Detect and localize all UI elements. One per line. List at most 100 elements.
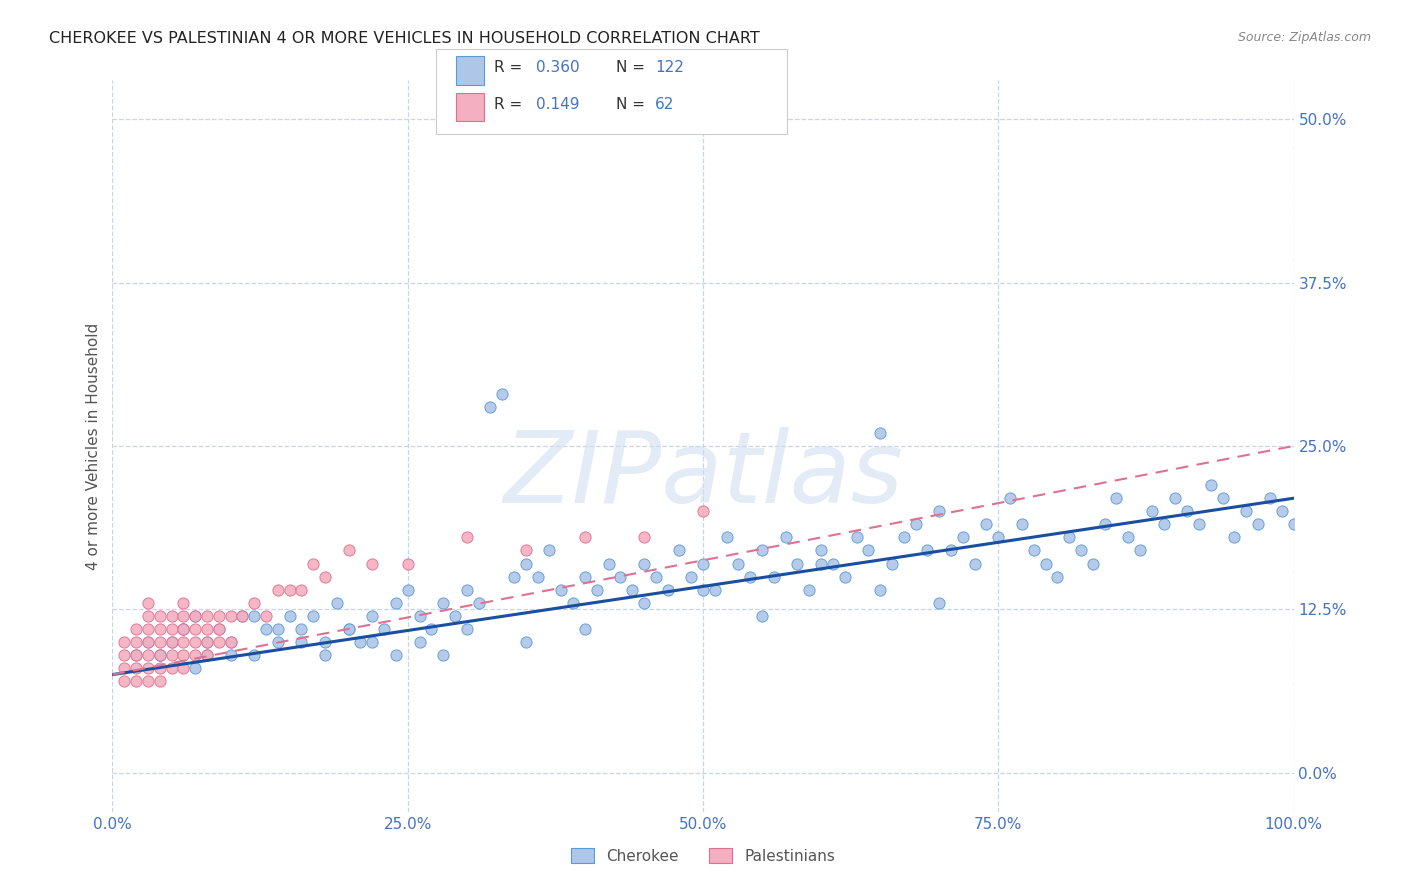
Point — [751, 608, 773, 623]
Point — [326, 596, 349, 610]
Point — [479, 400, 502, 414]
Point — [1175, 504, 1198, 518]
Point — [1188, 517, 1211, 532]
Point — [267, 635, 290, 649]
Point — [668, 543, 690, 558]
Point — [243, 596, 266, 610]
Point — [302, 608, 325, 623]
Point — [538, 543, 561, 558]
Point — [172, 608, 194, 623]
Point — [112, 661, 135, 675]
Text: 122: 122 — [655, 61, 685, 75]
Point — [290, 582, 312, 597]
Point — [952, 530, 974, 544]
Point — [1282, 517, 1305, 532]
Point — [420, 622, 443, 636]
Text: Source: ZipAtlas.com: Source: ZipAtlas.com — [1237, 31, 1371, 45]
Point — [1164, 491, 1187, 506]
Point — [219, 648, 242, 662]
Point — [456, 582, 478, 597]
Point — [1081, 557, 1104, 571]
Point — [195, 622, 218, 636]
Point — [681, 569, 703, 583]
Point — [987, 530, 1010, 544]
Point — [858, 543, 880, 558]
Point — [149, 648, 172, 662]
Point — [267, 582, 290, 597]
Text: R =: R = — [494, 61, 527, 75]
Text: 0.149: 0.149 — [536, 96, 579, 112]
Point — [692, 582, 714, 597]
Point — [149, 648, 172, 662]
Point — [278, 608, 301, 623]
Point — [444, 608, 467, 623]
Point — [692, 557, 714, 571]
Point — [361, 608, 384, 623]
Point — [136, 635, 159, 649]
Point — [136, 635, 159, 649]
Point — [208, 635, 231, 649]
Point — [337, 622, 360, 636]
Point — [184, 608, 207, 623]
Point — [893, 530, 915, 544]
Point — [869, 582, 891, 597]
Point — [172, 635, 194, 649]
Point — [172, 622, 194, 636]
Point — [574, 530, 596, 544]
Point — [408, 635, 430, 649]
Point — [1046, 569, 1069, 583]
Point — [762, 569, 785, 583]
Point — [125, 648, 148, 662]
Point — [149, 648, 172, 662]
Point — [172, 622, 194, 636]
Text: 0.360: 0.360 — [536, 61, 579, 75]
Point — [1129, 543, 1152, 558]
Point — [136, 674, 159, 689]
Point — [976, 517, 998, 532]
Point — [195, 648, 218, 662]
Point — [302, 557, 325, 571]
Point — [112, 674, 135, 689]
Point — [184, 608, 207, 623]
Point — [432, 596, 454, 610]
Point — [267, 622, 290, 636]
Point — [125, 648, 148, 662]
Text: N =: N = — [616, 96, 650, 112]
Point — [195, 608, 218, 623]
Point — [963, 557, 986, 571]
Point — [149, 635, 172, 649]
Point — [799, 582, 821, 597]
Point — [160, 622, 183, 636]
Point — [396, 557, 419, 571]
Point — [243, 608, 266, 623]
Point — [349, 635, 371, 649]
Point — [598, 557, 620, 571]
Point — [1234, 504, 1257, 518]
Point — [231, 608, 253, 623]
Point — [1011, 517, 1033, 532]
Point — [845, 530, 868, 544]
Point — [456, 622, 478, 636]
Text: R =: R = — [494, 96, 527, 112]
Point — [172, 648, 194, 662]
Point — [396, 582, 419, 597]
Point — [337, 622, 360, 636]
Point — [751, 543, 773, 558]
Point — [208, 608, 231, 623]
Point — [1094, 517, 1116, 532]
Point — [515, 635, 537, 649]
Point — [125, 635, 148, 649]
Point — [219, 635, 242, 649]
Point — [503, 569, 526, 583]
Point — [112, 635, 135, 649]
Point — [290, 635, 312, 649]
Point — [1153, 517, 1175, 532]
Point — [172, 661, 194, 675]
Point — [1057, 530, 1080, 544]
Point — [136, 648, 159, 662]
Point — [574, 569, 596, 583]
Point — [136, 608, 159, 623]
Text: ZIPatlas: ZIPatlas — [503, 426, 903, 524]
Point — [644, 569, 666, 583]
Point — [1022, 543, 1045, 558]
